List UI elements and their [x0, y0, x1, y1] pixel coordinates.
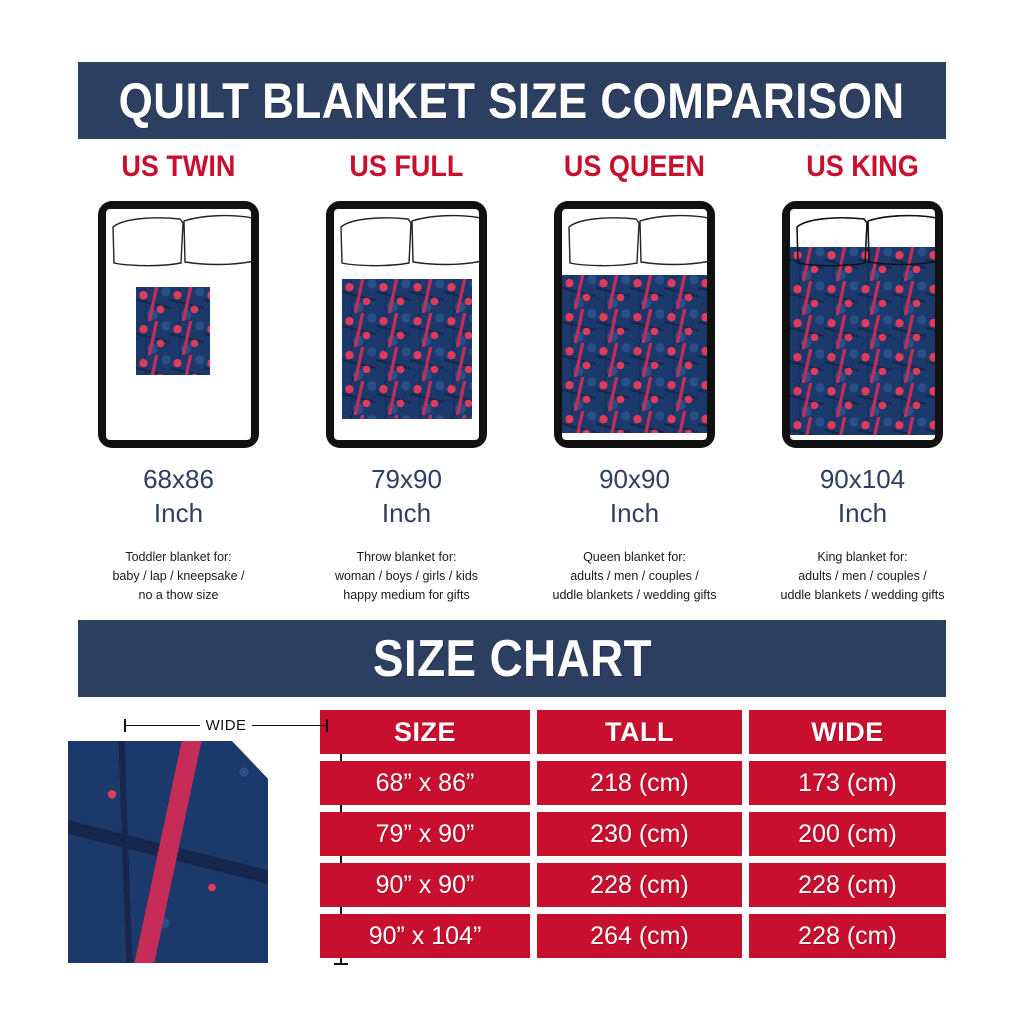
size-column-full: US FULL 79x90 Inch Throw blanket for: wo…	[294, 150, 519, 610]
desc-line-1: Queen blanket for:	[583, 549, 686, 564]
header-cell-wide: WIDE	[749, 710, 946, 754]
size-unit-twin: Inch	[153, 498, 204, 529]
pillows-icon	[568, 214, 707, 267]
blanket-dimension-diagram: WIDE TALL	[62, 705, 383, 975]
wide-dimension-label: WIDE	[124, 714, 328, 736]
size-value-twin: 68x86	[143, 464, 214, 494]
desc-line-2: baby / lap / kneepsake /	[112, 569, 245, 583]
cell-tall: 230 (cm)	[537, 812, 742, 856]
size-column-twin: US TWIN 68x86 Inch Toddler blanket for: …	[66, 150, 291, 610]
cell-tall: 218 (cm)	[537, 761, 742, 805]
bed-illustration-twin	[98, 201, 259, 448]
bed-illustration-king	[782, 201, 943, 448]
blanket-swatch-twin	[136, 287, 210, 375]
wide-cap-right	[326, 719, 328, 732]
description-twin: Toddler blanket for: baby / lap / kneeps…	[66, 548, 291, 606]
cell-wide: 200 (cm)	[749, 812, 946, 856]
desc-line-3: happy medium for gifts	[343, 588, 470, 603]
description-queen: Queen blanket for: adults / men / couple…	[522, 548, 747, 606]
description-king: King blanket for: adults / men / couples…	[750, 548, 975, 606]
wide-label-text: WIDE	[199, 716, 253, 734]
table-row: 90” x 90” 228 (cm) 228 (cm)	[320, 863, 946, 907]
desc-line-3: no a thow size	[138, 588, 219, 603]
cell-tall: 264 (cm)	[537, 914, 742, 958]
table-body: 68” x 86” 218 (cm) 173 (cm) 79” x 90” 23…	[320, 761, 946, 958]
table-row: 68” x 86” 218 (cm) 173 (cm)	[320, 761, 946, 805]
desc-line-1: Throw blanket for:	[356, 549, 457, 564]
cell-tall: 228 (cm)	[537, 863, 742, 907]
blanket-swatch-king	[790, 247, 935, 435]
description-full: Throw blanket for: woman / boys / girls …	[294, 548, 519, 606]
cell-wide: 228 (cm)	[749, 863, 946, 907]
cell-wide: 228 (cm)	[749, 914, 946, 958]
size-unit-queen: Inch	[609, 498, 660, 529]
desc-line-1: Toddler blanket for:	[125, 549, 232, 564]
table-header-row: SIZE TALL WIDE	[320, 710, 946, 754]
pillows-icon	[340, 214, 479, 267]
blanket-swatch-large	[68, 741, 268, 963]
desc-line-3: uddle blankets / wedding gifts	[780, 588, 945, 603]
blanket-swatch-queen	[562, 275, 707, 433]
size-unit-king: Inch	[837, 498, 888, 529]
wide-cap-left	[124, 719, 126, 732]
top-banner: QUILT BLANKET SIZE COMPARISON	[78, 62, 946, 139]
desc-line-3: uddle blankets / wedding gifts	[552, 588, 717, 603]
bed-illustration-queen	[554, 201, 715, 448]
size-value-king: 90x104	[819, 464, 906, 494]
size-column-king: US KING 90x104 Inch King blanket f	[750, 150, 975, 610]
table-row: 90” x 104” 264 (cm) 228 (cm)	[320, 914, 946, 958]
column-title-full: US FULL	[349, 150, 464, 183]
column-title-twin: US TWIN	[121, 150, 236, 183]
size-chart-section: WIDE TALL SIZE TALL WIDE 68” x 86” 218 (…	[0, 705, 1024, 985]
cell-size: 79” x 90”	[320, 812, 530, 856]
table-row: 79” x 90” 230 (cm) 200 (cm)	[320, 812, 946, 856]
tall-cap-bottom	[334, 963, 348, 965]
cell-size: 68” x 86”	[320, 761, 530, 805]
desc-line-2: adults / men / couples /	[570, 569, 699, 583]
pillows-icon	[112, 214, 251, 267]
header-cell-size: SIZE	[320, 710, 530, 754]
size-chart-banner: SIZE CHART	[78, 620, 946, 697]
size-comparison-row: US TWIN 68x86 Inch Toddler blanket for: …	[66, 150, 966, 610]
column-title-queen: US QUEEN	[563, 150, 706, 183]
size-value-full: 79x90	[371, 464, 442, 494]
cell-size: 90” x 104”	[320, 914, 530, 958]
desc-line-2: woman / boys / girls / kids	[334, 569, 479, 583]
size-chart-table: SIZE TALL WIDE 68” x 86” 218 (cm) 173 (c…	[320, 710, 946, 965]
column-title-king: US KING	[806, 150, 919, 183]
size-value-queen: 90x90	[599, 464, 670, 494]
cell-size: 90” x 90”	[320, 863, 530, 907]
size-chart-title: SIZE CHART	[372, 629, 652, 688]
bed-illustration-full	[326, 201, 487, 448]
desc-line-2: adults / men / couples /	[798, 569, 927, 583]
size-column-queen: US QUEEN 90x90 Inch Queen blanket for: a…	[522, 150, 747, 610]
desc-line-1: King blanket for:	[817, 549, 908, 564]
blanket-swatch-full	[342, 279, 472, 419]
page-title: QUILT BLANKET SIZE COMPARISON	[118, 72, 906, 129]
size-unit-full: Inch	[381, 498, 432, 529]
cell-wide: 173 (cm)	[749, 761, 946, 805]
header-cell-tall: TALL	[537, 710, 742, 754]
